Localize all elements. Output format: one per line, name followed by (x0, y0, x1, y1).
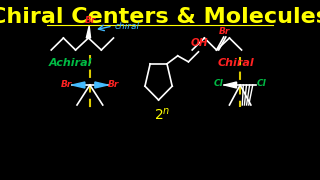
Text: Br: Br (85, 16, 96, 25)
Text: Chiral: Chiral (217, 58, 254, 68)
Text: Br: Br (60, 80, 72, 89)
Text: Achiral: Achiral (49, 58, 92, 68)
Text: Br: Br (108, 80, 119, 89)
Text: $2^n$: $2^n$ (154, 107, 170, 123)
Text: Cl: Cl (214, 78, 224, 87)
Text: chiral: chiral (114, 21, 139, 30)
Polygon shape (72, 82, 85, 88)
Polygon shape (95, 82, 108, 88)
Text: Cl: Cl (257, 78, 267, 87)
Polygon shape (224, 82, 236, 88)
Text: Br: Br (219, 27, 230, 36)
Text: Chiral Centers & Molecules: Chiral Centers & Molecules (0, 7, 320, 27)
Text: OH: OH (190, 38, 208, 48)
Polygon shape (86, 26, 91, 38)
